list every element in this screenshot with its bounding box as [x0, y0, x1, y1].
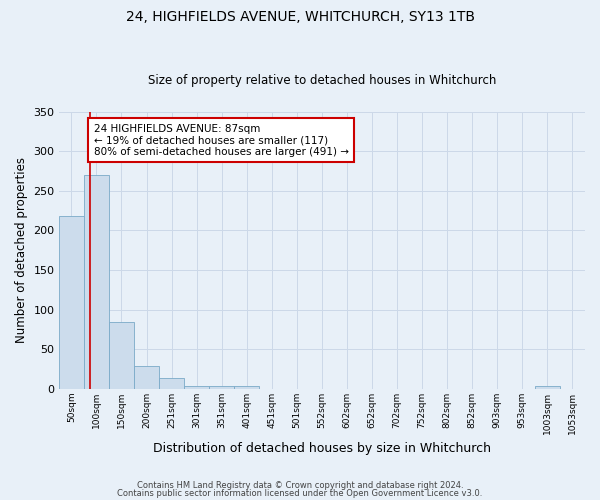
- Text: 24 HIGHFIELDS AVENUE: 87sqm
← 19% of detached houses are smaller (117)
80% of se: 24 HIGHFIELDS AVENUE: 87sqm ← 19% of det…: [94, 124, 349, 157]
- Text: Contains public sector information licensed under the Open Government Licence v3: Contains public sector information licen…: [118, 488, 482, 498]
- X-axis label: Distribution of detached houses by size in Whitchurch: Distribution of detached houses by size …: [153, 442, 491, 455]
- Text: 24, HIGHFIELDS AVENUE, WHITCHURCH, SY13 1TB: 24, HIGHFIELDS AVENUE, WHITCHURCH, SY13 …: [125, 10, 475, 24]
- Y-axis label: Number of detached properties: Number of detached properties: [15, 158, 28, 344]
- Bar: [109, 322, 134, 389]
- Text: Contains HM Land Registry data © Crown copyright and database right 2024.: Contains HM Land Registry data © Crown c…: [137, 481, 463, 490]
- Bar: [184, 386, 209, 389]
- Title: Size of property relative to detached houses in Whitchurch: Size of property relative to detached ho…: [148, 74, 496, 87]
- Bar: [209, 386, 234, 389]
- Bar: [159, 378, 184, 389]
- Bar: [134, 366, 159, 389]
- Bar: [84, 175, 109, 389]
- Bar: [535, 386, 560, 389]
- Bar: [59, 216, 84, 389]
- Bar: [234, 386, 259, 389]
